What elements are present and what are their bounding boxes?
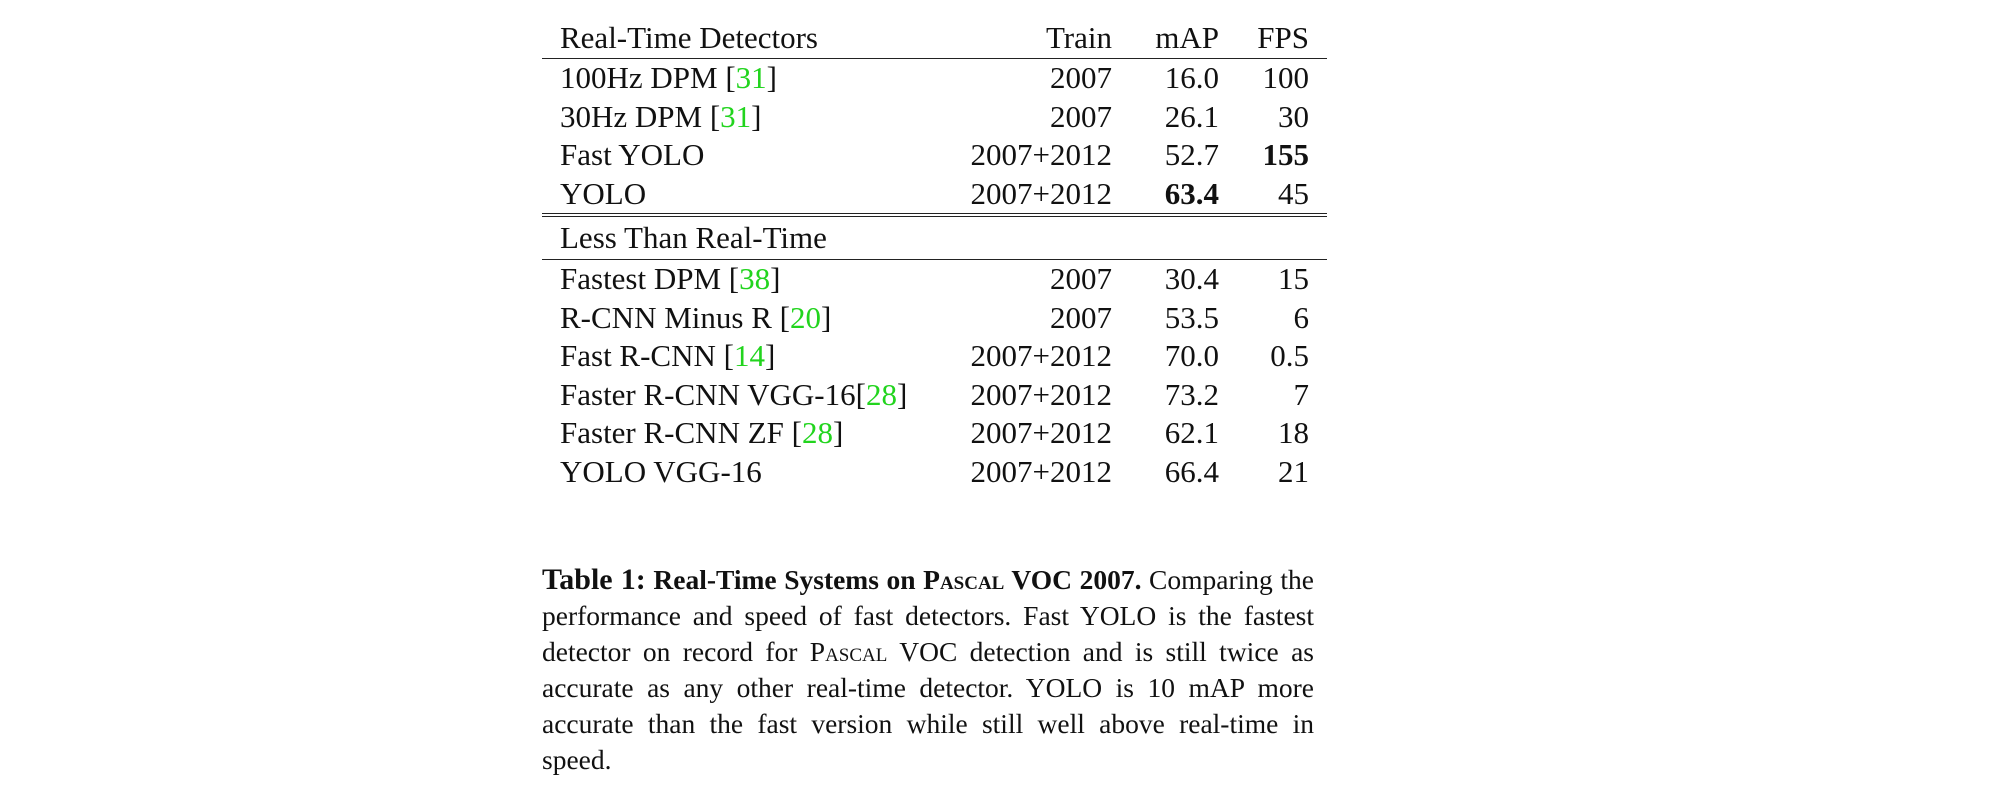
row-map: 16.0 (1164, 60, 1219, 95)
row-train: 2007 (1050, 60, 1112, 95)
row-fps: 15 (1278, 261, 1309, 296)
caption-title: Real-Time Systems on Pascal VOC 2007. (653, 564, 1142, 595)
header-fps: FPS (1219, 18, 1327, 59)
row-name: YOLO VGG-16 (560, 453, 762, 489)
citation-link[interactable]: 31 (735, 60, 767, 95)
row-train: 2007 (1050, 261, 1112, 296)
row-name: 100Hz DPM [31] (560, 60, 777, 95)
caption-text: Comparing the performance and speed of f… (542, 564, 1314, 775)
table-row: 100Hz DPM [31] 2007 16.0 100 (542, 59, 1327, 98)
header-map: mAP (1112, 18, 1219, 59)
header-train: Train (912, 18, 1112, 59)
section-title: Less Than Real-Time (542, 215, 1327, 260)
table-row: Faster R-CNN VGG-16[28] 2007+2012 73.2 7 (542, 376, 1327, 415)
row-map: 70.0 (1164, 338, 1219, 373)
caption-label: Table 1: (542, 563, 646, 596)
row-train: 2007 (1050, 299, 1112, 335)
row-fps: 0.5 (1270, 338, 1309, 373)
row-fps: 30 (1278, 98, 1309, 134)
row-fps: 45 (1219, 174, 1327, 217)
table-row: Faster R-CNN ZF [28] 2007+2012 62.1 18 (542, 414, 1327, 453)
citation-link[interactable]: 20 (789, 299, 821, 335)
row-map: 52.7 (1164, 137, 1219, 172)
table-row: Fastest DPM [38] 2007 30.4 15 (542, 260, 1327, 299)
row-fps: 7 (1293, 376, 1310, 412)
row-train: 2007 (1050, 98, 1112, 134)
row-name: Fast YOLO (560, 137, 705, 172)
citation-link[interactable]: 14 (733, 338, 765, 373)
table-caption: Table 1: Real-Time Systems on Pascal VOC… (542, 562, 1314, 778)
row-name: Fastest DPM [38] (560, 261, 781, 296)
row-map: 73.2 (1164, 376, 1219, 412)
row-train: 2007+2012 (970, 376, 1112, 412)
row-train: 2007+2012 (970, 415, 1112, 450)
row-fps: 6 (1293, 299, 1310, 335)
row-name: YOLO (542, 174, 912, 217)
row-train: 2007+2012 (912, 174, 1112, 217)
row-name: R-CNN Minus R [20] (560, 299, 832, 335)
section-header-row: Less Than Real-Time (542, 215, 1327, 260)
results-table: Real-Time Detectors Train mAP FPS 100Hz … (542, 18, 1327, 491)
row-fps-best: 155 (1262, 137, 1310, 172)
row-name: Faster R-CNN ZF [28] (560, 415, 844, 450)
row-map: 62.1 (1164, 415, 1219, 450)
table-header-row: Real-Time Detectors Train mAP FPS (542, 18, 1327, 59)
results-table-container: Real-Time Detectors Train mAP FPS 100Hz … (542, 18, 1327, 491)
row-map: 26.1 (1164, 98, 1219, 134)
row-map: 66.4 (1164, 453, 1219, 489)
table-row: 30Hz DPM [31] 2007 26.1 30 (542, 98, 1327, 137)
table-row: Fast R-CNN [14] 2007+2012 70.0 0.5 (542, 337, 1327, 376)
row-train: 2007+2012 (970, 453, 1112, 489)
row-name: Fast R-CNN [14] (560, 338, 776, 373)
row-map: 30.4 (1164, 261, 1219, 296)
row-train: 2007+2012 (970, 137, 1112, 172)
citation-link[interactable]: 31 (720, 98, 752, 134)
citation-link[interactable]: 38 (739, 261, 771, 296)
row-fps: 18 (1278, 415, 1309, 450)
row-fps: 21 (1278, 453, 1309, 489)
row-name: Faster R-CNN VGG-16[28] (560, 376, 908, 412)
row-train: 2007+2012 (970, 338, 1112, 373)
row-map: 53.5 (1164, 299, 1219, 335)
row-name: 30Hz DPM [31] (560, 98, 762, 134)
header-detector: Real-Time Detectors (542, 18, 912, 59)
citation-link[interactable]: 28 (801, 415, 833, 450)
row-fps: 100 (1262, 60, 1310, 95)
citation-link[interactable]: 28 (865, 376, 897, 412)
table-row: YOLO 2007+2012 63.4 45 (542, 174, 1327, 217)
table-row: R-CNN Minus R [20] 2007 53.5 6 (542, 299, 1327, 338)
table-row: YOLO VGG-16 2007+2012 66.4 21 (542, 453, 1327, 492)
table-row: Fast YOLO 2007+2012 52.7 155 (542, 136, 1327, 175)
row-map-best: 63.4 (1112, 174, 1219, 217)
